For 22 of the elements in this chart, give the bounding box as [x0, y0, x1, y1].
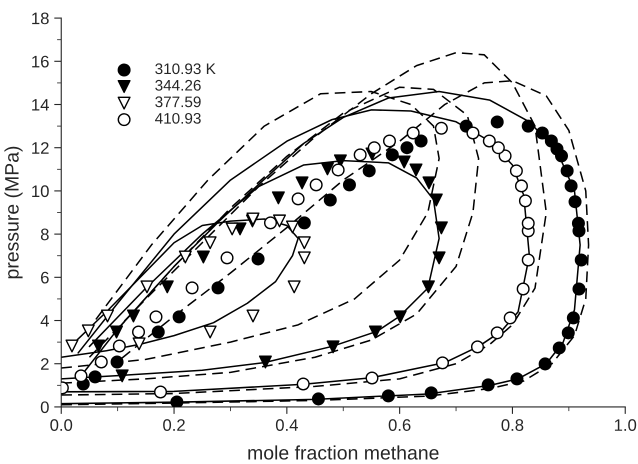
x-tick-label: 0.6 — [388, 419, 410, 431]
y-tick-label: 6 — [41, 272, 49, 284]
y-tick-label: 16 — [32, 56, 49, 68]
legend-label: 344.26 — [155, 80, 201, 91]
legend-label: 377.59 — [155, 96, 201, 108]
y-tick-label: 18 — [32, 12, 49, 24]
y-tick-label: 0 — [40, 401, 49, 414]
y-tick-label: 8 — [40, 228, 49, 240]
y-axis-title: pressure (MPa) — [4, 146, 23, 278]
y-tick-label: 2 — [41, 358, 49, 370]
x-tick-label: 0.4 — [276, 419, 298, 431]
legend-label: 310.93 K — [155, 63, 216, 74]
x-tick-label: 1.0 — [614, 419, 636, 431]
x-tick-label: 0.8 — [502, 419, 524, 431]
y-tick-label: 4 — [40, 315, 49, 327]
y-tick-label: 10 — [32, 185, 49, 198]
y-tick-label: 14 — [32, 99, 49, 111]
x-tick-label: 0.2 — [163, 419, 185, 431]
legend-label: 410.93 — [155, 112, 201, 124]
y-tick-label: 12 — [32, 142, 49, 154]
x-tick-label: 0.0 — [50, 419, 72, 431]
x-axis-title: mole fraction methane — [248, 445, 439, 460]
